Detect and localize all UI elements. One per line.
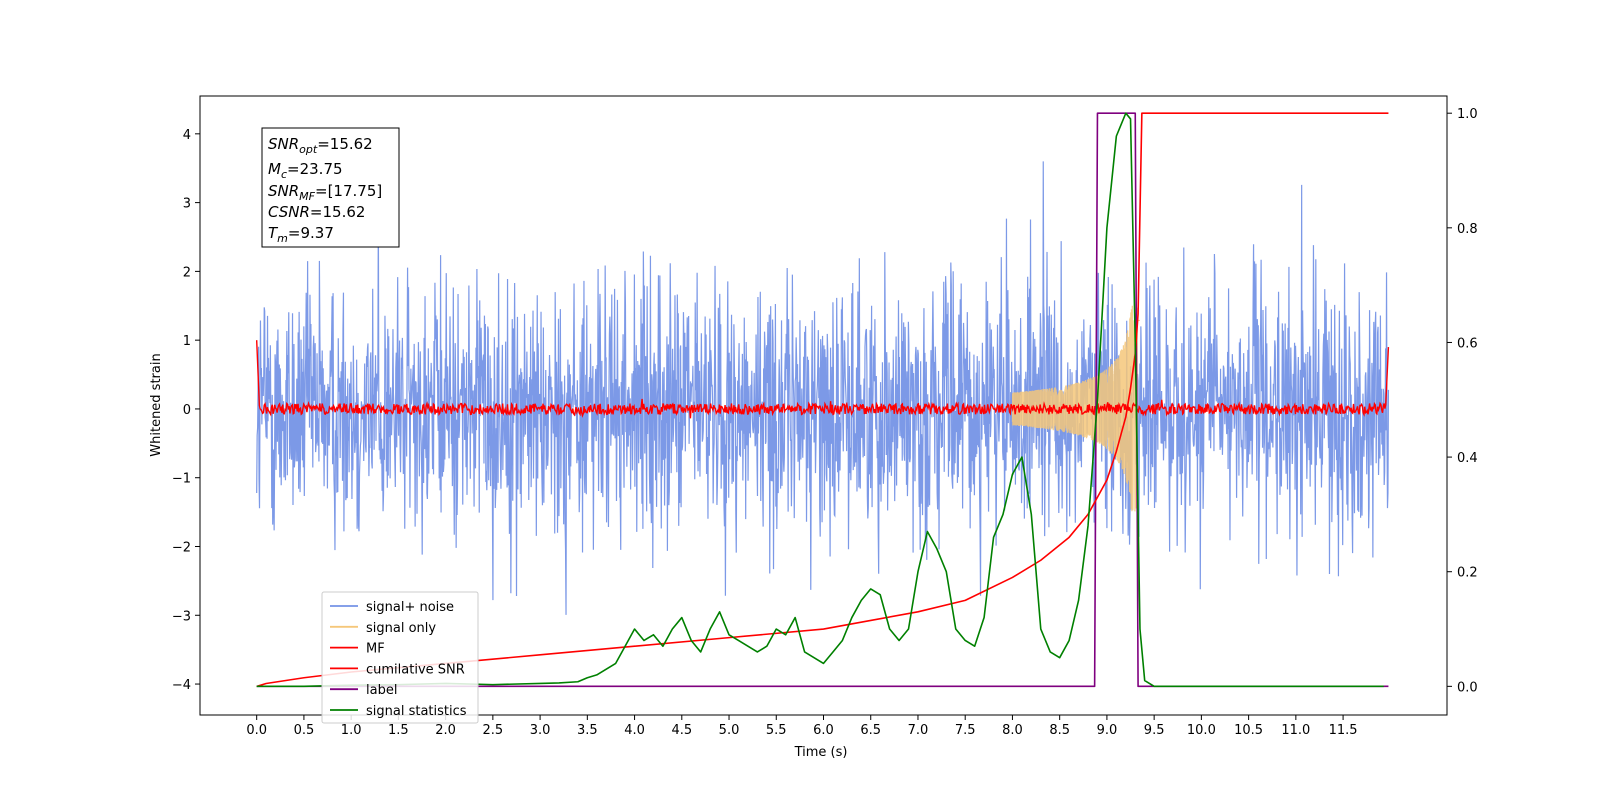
info-snr-opt: SNRopt=15.62 [268, 135, 373, 156]
info-csnr: CSNR=15.62 [268, 203, 365, 221]
x-tick-label: 8.5 [1049, 723, 1070, 738]
info-tm: Tm=9.37 [268, 224, 334, 245]
x-tick-label: 11.5 [1329, 723, 1358, 738]
series-mf-line [255, 340, 1390, 419]
x-tick-label: 2.0 [435, 723, 456, 738]
series-signal-statistics-line [256, 112, 1384, 688]
x-tick-label: 10.5 [1234, 723, 1263, 738]
x-tick-label: 0.5 [294, 723, 315, 738]
y-tick-label: −2 [172, 540, 191, 555]
x-tick-label: 10.0 [1187, 723, 1216, 738]
x-tick-label: 7.0 [908, 723, 929, 738]
x-tick-label: 3.0 [530, 723, 551, 738]
x-tick-label: 6.0 [813, 723, 834, 738]
y-right-tick-label: 0.8 [1457, 222, 1478, 237]
x-tick-label: 4.0 [624, 723, 645, 738]
series-signal-only-line [1011, 305, 1140, 512]
x-tick-label: 1.5 [388, 723, 409, 738]
x-tick-label: 1.0 [341, 723, 362, 738]
y-tick-label: 0 [183, 403, 191, 418]
y-right-tick-label: 0.2 [1457, 566, 1478, 581]
x-tick-label: 9.0 [1097, 723, 1118, 738]
y-axis-right: 1.0 0.8 0.6 0.4 0.2 0.0 [1447, 107, 1478, 695]
y-right-tick-label: 1.0 [1457, 107, 1478, 122]
info-mc: Mc=23.75 [268, 160, 343, 181]
legend-label: cumilative SNR [366, 662, 465, 677]
y-axis-left: 4 3 2 1 0 −1 −2 −3 −4 [172, 128, 200, 693]
x-tick-label: 7.5 [955, 723, 976, 738]
y-tick-label: 4 [183, 128, 191, 143]
y-tick-label: −1 [172, 472, 191, 487]
x-tick-label: 8.0 [1002, 723, 1023, 738]
y-tick-label: 2 [183, 265, 191, 280]
x-axis: 0.0 0.5 1.0 1.5 2.0 2.5 3.0 3.5 4.0 4.5 5.0 5.5 6.0 6… [246, 715, 1358, 738]
x-tick-label: 4.5 [671, 723, 692, 738]
x-tick-label: 2.5 [483, 723, 504, 738]
y-right-tick-label: 0.4 [1457, 451, 1478, 466]
x-tick-label: 3.5 [577, 723, 598, 738]
y-axis-label: Whitened strain [149, 353, 164, 456]
y-tick-label: 3 [183, 197, 191, 212]
info-box-frame [261, 127, 400, 248]
plot-area [255, 112, 1390, 688]
legend: signal+ noise signal only MF cumilative SNR… [321, 591, 479, 724]
legend-frame [321, 591, 479, 724]
legend-label: signal only [366, 621, 436, 636]
y-tick-label: −3 [172, 609, 191, 624]
x-tick-label: 6.5 [860, 723, 881, 738]
x-tick-label: 0.0 [246, 723, 267, 738]
info-snr-mf: SNRMF=[17.75] [268, 182, 382, 203]
legend-label: signal+ noise [366, 600, 454, 615]
legend-label: label [366, 683, 397, 698]
info-box: SNRopt=15.62 Mc=23.75 SNRMF=[17.75] CSNR… [261, 127, 400, 248]
x-tick-label: 5.5 [766, 723, 787, 738]
y-tick-label: −4 [172, 678, 191, 693]
y-tick-label: 1 [183, 334, 191, 349]
x-tick-label: 11.0 [1281, 723, 1310, 738]
y-right-tick-label: 0.6 [1457, 336, 1478, 351]
legend-label: signal statistics [366, 704, 467, 719]
x-axis-label: Time (s) [794, 745, 848, 760]
y-right-tick-label: 0.0 [1457, 680, 1478, 695]
x-tick-label: 5.0 [719, 723, 740, 738]
series-signal-noise-line [256, 161, 1390, 615]
legend-label: MF [366, 642, 385, 657]
x-tick-label: 9.5 [1144, 723, 1165, 738]
